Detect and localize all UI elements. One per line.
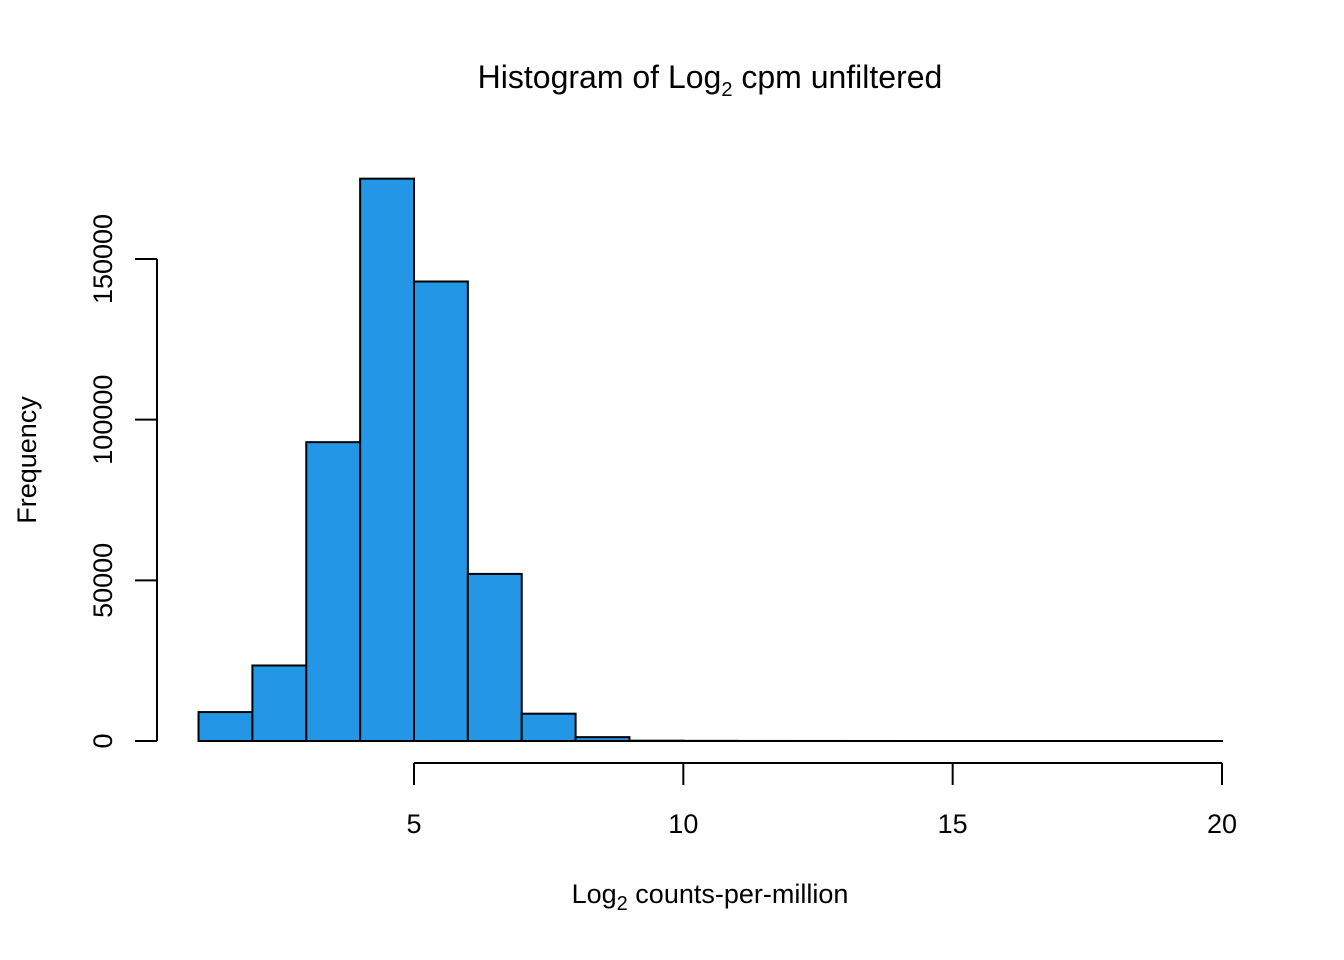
histogram-bar <box>574 736 631 742</box>
y-tick-label: 150000 <box>88 214 118 304</box>
histogram-bar <box>197 711 254 743</box>
histogram-bars <box>197 177 1223 743</box>
x-axis: 5 10 15 20 <box>406 762 1237 839</box>
histogram-bar <box>305 441 362 742</box>
histogram-bar <box>413 280 469 742</box>
x-tick-label: 10 <box>668 809 698 839</box>
x-axis-label-rest: counts-per-million <box>628 879 849 909</box>
y-axis-label: Frequency <box>12 396 42 524</box>
chart-title: Histogram of Log2 cpm unfiltered <box>478 59 943 101</box>
x-tick-label: 5 <box>406 809 421 839</box>
histogram-bar <box>251 664 308 743</box>
chart-title-main: Histogram of Log <box>478 59 722 95</box>
chart-title-rest: cpm unfiltered <box>732 59 942 95</box>
y-axis: 0 50000 100000 150000 <box>88 214 158 749</box>
y-tick-label: 50000 <box>88 543 118 618</box>
chart-title-subscript: 2 <box>721 79 732 101</box>
x-tick-label: 15 <box>938 809 968 839</box>
y-tick-label: 0 <box>88 733 118 748</box>
x-axis-label: Log2 counts-per-million <box>572 879 849 915</box>
histogram-bar <box>520 712 577 742</box>
histogram-bar <box>359 177 415 742</box>
histogram-bar <box>466 572 523 743</box>
x-tick-label: 20 <box>1207 809 1237 839</box>
x-axis-label-subscript: 2 <box>617 893 628 915</box>
y-tick-label: 100000 <box>88 375 118 465</box>
x-axis-label-main: Log <box>572 879 617 909</box>
